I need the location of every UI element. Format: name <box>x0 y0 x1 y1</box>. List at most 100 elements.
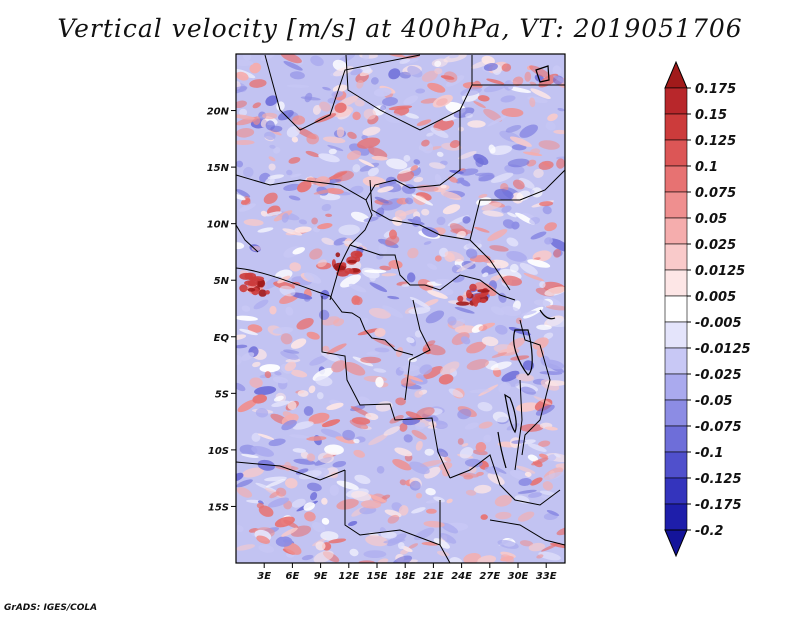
field-cell <box>299 470 322 480</box>
field-cell <box>284 361 297 372</box>
field-cell <box>360 356 382 364</box>
field-cell <box>421 70 438 82</box>
field-cell <box>283 60 303 71</box>
x-tick-label: 33E <box>536 571 557 582</box>
field-cell <box>539 281 546 288</box>
field-cell <box>495 324 508 335</box>
field-cell <box>403 155 411 162</box>
field-cell <box>381 494 391 500</box>
field-cell <box>382 97 398 106</box>
field-cell <box>553 129 565 135</box>
field-cell <box>249 377 263 388</box>
colorbar-label: 0.05 <box>695 212 727 227</box>
field-cell <box>321 237 335 246</box>
field-cell <box>466 341 487 354</box>
field-cell <box>369 282 388 293</box>
field-cell <box>519 262 538 275</box>
field-cell <box>422 366 444 380</box>
field-cell <box>236 128 255 138</box>
field-cell <box>283 349 300 354</box>
field-cell <box>521 310 537 316</box>
field-cell <box>426 132 434 137</box>
field-cell <box>530 88 551 99</box>
field-cell <box>242 467 264 478</box>
field-cell <box>324 444 344 455</box>
field-cell <box>318 153 340 163</box>
field-cell <box>486 78 505 85</box>
field-cell <box>287 400 297 410</box>
field-cell <box>286 84 310 88</box>
field-cell <box>371 77 379 85</box>
field-cell <box>243 166 254 178</box>
field-cell <box>510 355 530 361</box>
field-cell <box>425 488 436 496</box>
field-cell <box>518 478 532 486</box>
field-cell <box>352 111 361 121</box>
field-cell <box>386 54 406 58</box>
field-cell <box>342 429 355 441</box>
field-cell <box>519 124 538 138</box>
field-cell <box>336 126 345 138</box>
field-cell <box>403 95 419 105</box>
colorbar-label: -0.125 <box>695 472 742 487</box>
field-cell <box>433 538 450 549</box>
field-cell <box>383 426 401 436</box>
field-cell <box>306 331 320 340</box>
field-cell <box>269 144 276 149</box>
field-cell <box>473 101 486 109</box>
field-cell <box>375 376 384 388</box>
field-cell <box>512 76 524 87</box>
field-cell <box>294 226 312 233</box>
field-feature-mark <box>247 287 256 292</box>
field-cell <box>326 343 347 355</box>
field-cell <box>500 306 521 317</box>
field-cell <box>272 376 289 384</box>
field-cell <box>290 369 308 378</box>
field-cell <box>424 466 441 479</box>
field-cell <box>506 250 527 262</box>
field-cell <box>361 500 382 509</box>
field-cell <box>401 184 416 194</box>
field-cell <box>272 326 294 335</box>
field-cell <box>481 336 499 347</box>
field-cell <box>500 554 515 563</box>
x-tick-label: 27E <box>479 571 500 582</box>
field-cell <box>434 60 442 67</box>
field-cell <box>347 520 358 527</box>
field-cell <box>329 484 340 496</box>
field-cell <box>303 272 322 284</box>
field-cell <box>236 334 247 341</box>
colorbar-swatch <box>664 373 688 401</box>
field-cell <box>481 55 495 66</box>
field-cell <box>236 100 247 109</box>
field-cell <box>483 434 492 443</box>
field-cell <box>333 237 348 246</box>
field-cell <box>353 438 360 444</box>
field-cell <box>538 551 561 561</box>
field-cell <box>428 420 437 426</box>
field-feature-mark <box>239 284 248 293</box>
field-cell <box>251 445 275 457</box>
colorbar-label: 0.15 <box>695 108 727 123</box>
field-cell <box>406 272 416 283</box>
field-cell <box>262 276 282 290</box>
field-cell <box>476 197 492 206</box>
colorbar-swatch <box>664 139 688 167</box>
field-cell <box>385 235 400 246</box>
field-cell <box>474 226 490 233</box>
field-cell <box>452 275 465 283</box>
field-cell <box>529 65 551 78</box>
field-cell <box>343 362 366 376</box>
field-cell <box>328 538 347 544</box>
field-cell <box>531 457 549 466</box>
lakes <box>497 65 556 469</box>
field-cell <box>264 131 276 141</box>
field-cell <box>255 408 269 418</box>
field-cell <box>334 102 347 113</box>
field-cell <box>395 397 406 406</box>
field-cell <box>520 386 537 395</box>
field-cell <box>258 544 275 553</box>
field-cell <box>320 428 342 438</box>
field-cell <box>456 230 466 239</box>
field-cell <box>387 295 400 300</box>
